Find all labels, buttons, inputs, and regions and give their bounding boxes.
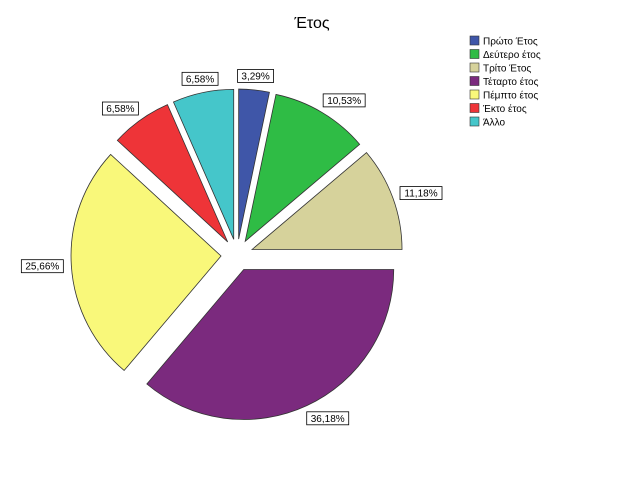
- legend-label-4: Τέταρτο έτος: [483, 76, 539, 88]
- data-label-7: 6,58%: [186, 74, 214, 85]
- legend-swatch-1: [469, 35, 480, 46]
- chart-title: Έτος: [293, 15, 330, 32]
- legend-swatch-6: [469, 103, 480, 113]
- data-label-3: 11,18%: [404, 189, 437, 200]
- data-labels: 3,29% 10,53% 11,18% 36,18% 25,66% 6,58% 6,58%: [20, 69, 443, 426]
- legend-swatch-5: [469, 89, 480, 100]
- data-label-6: 6,58%: [106, 104, 134, 115]
- data-label-box-5: [20, 259, 64, 274]
- data-label-box-7: [181, 71, 219, 86]
- data-label-1: 3,29%: [241, 71, 269, 82]
- data-label-2: 10,53%: [327, 96, 361, 107]
- legend-swatch-2: [469, 49, 480, 59]
- pie-slice-7: [172, 88, 235, 240]
- legend-label-3: Τρίτο Έτος: [483, 63, 531, 75]
- legend-label-5: Πέμπτο έτος: [483, 90, 538, 102]
- data-label-box-6: [101, 101, 139, 116]
- data-label-4: 36,18%: [311, 414, 345, 425]
- pie-slices: [70, 88, 403, 420]
- legend-label-7: Άλλο: [483, 118, 506, 129]
- legend-label-1: Πρώτο Έτος: [483, 36, 538, 48]
- legend-label-2: Δεύτερο έτος: [483, 49, 541, 61]
- data-label-box-1: [237, 69, 274, 83]
- data-label-box-2: [322, 93, 366, 108]
- data-label-5: 25,66%: [25, 262, 59, 273]
- pie-slice-3: [250, 152, 403, 250]
- pie-slice-1: [238, 88, 270, 240]
- data-label-box-3: [399, 186, 443, 200]
- legend-swatch-3: [469, 62, 480, 73]
- pie-slice-6: [116, 104, 229, 243]
- pie-slice-4: [146, 269, 395, 420]
- legend-label-6: Έκτο έτος: [482, 103, 527, 115]
- data-label-box-4: [306, 411, 350, 426]
- pie-slice-2: [244, 93, 361, 243]
- pie-slice-5: [70, 153, 222, 372]
- legend-swatch-7: [469, 116, 480, 127]
- legend-swatch-4: [469, 76, 480, 86]
